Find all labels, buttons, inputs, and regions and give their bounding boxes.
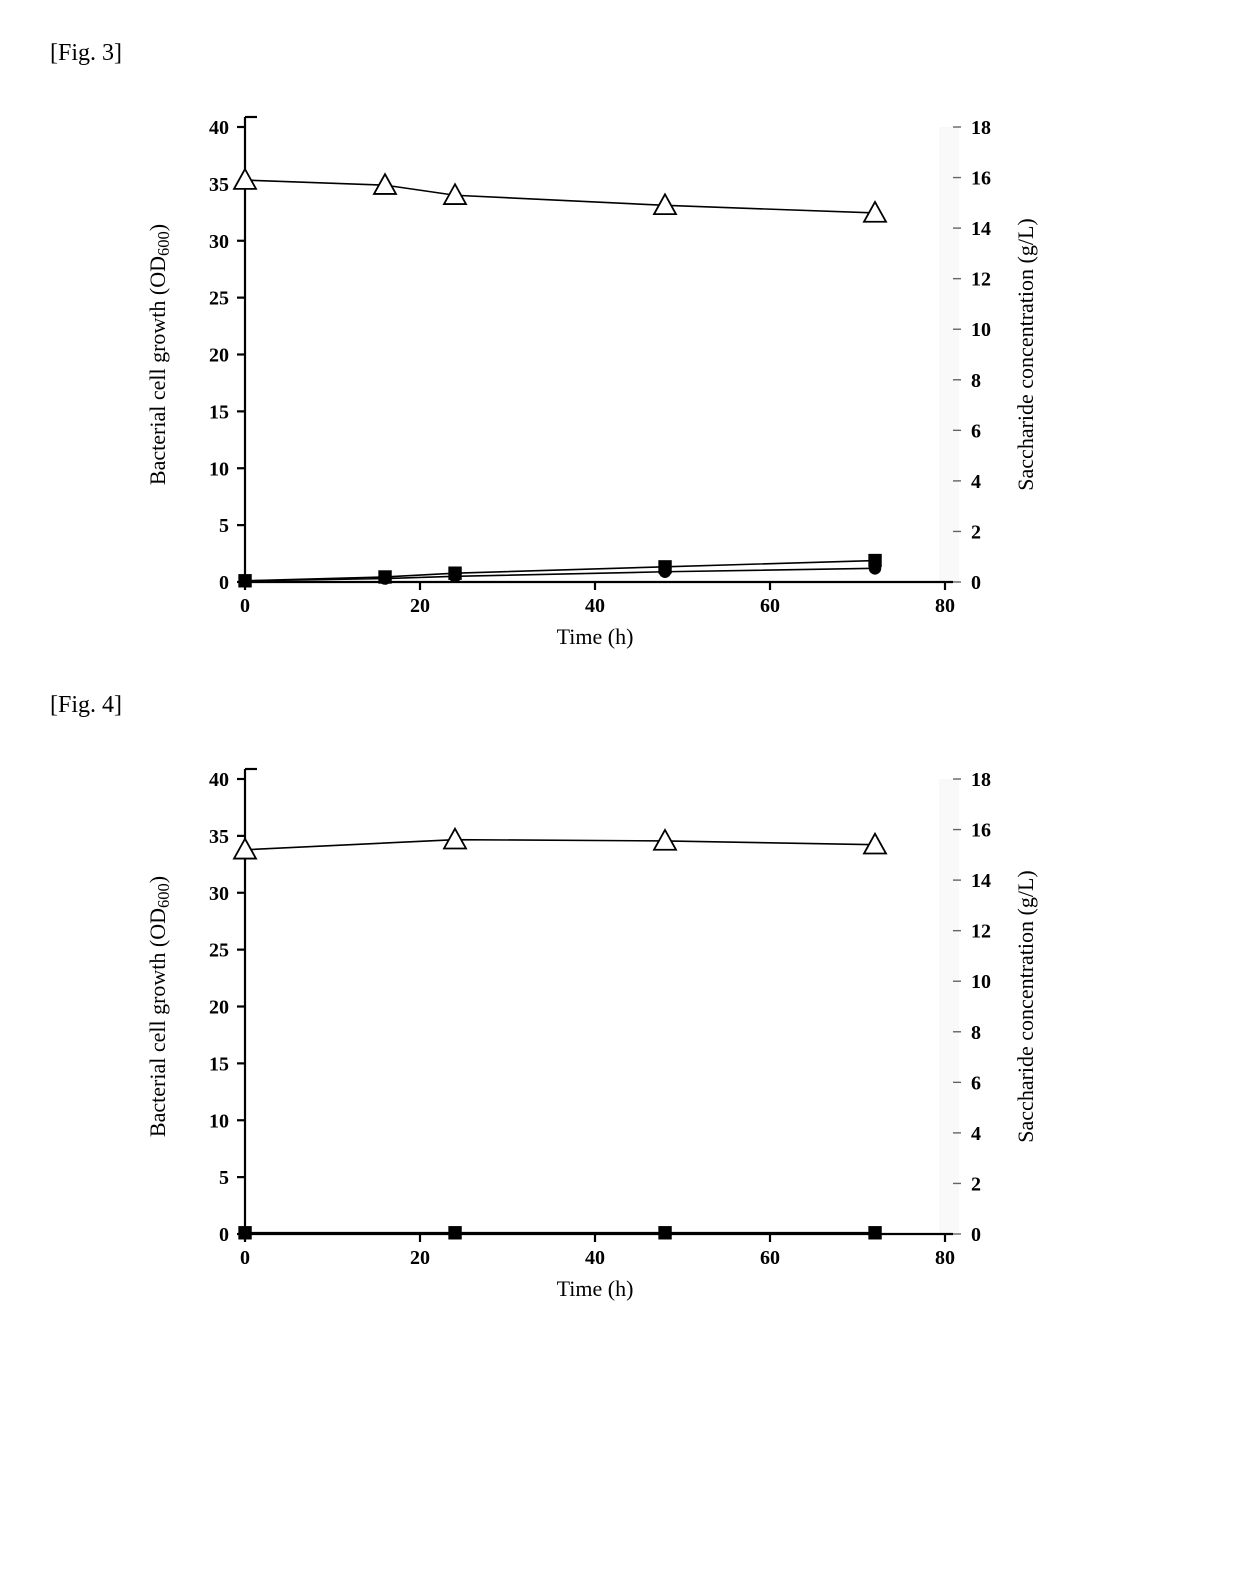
svg-text:35: 35 [209,826,229,848]
figure-4-chart: 0 20 40 60 80 0 5 10 15 20 25 30 35 40 0 2 4 6 8 10 12 14 16 18… [70,749,1170,1324]
svg-text:20: 20 [209,345,229,367]
svg-text:25: 25 [209,288,229,310]
svg-text:Saccharide concentration (g/L): Saccharide concentration (g/L) [1013,218,1038,490]
svg-text:20: 20 [209,997,229,1019]
svg-text:4: 4 [971,471,981,493]
svg-text:2: 2 [971,1173,981,1195]
figure-4-label: [Fig. 4] [50,692,1220,719]
svg-text:4: 4 [971,1123,981,1145]
svg-text:14: 14 [971,870,991,892]
svg-text:0: 0 [971,1224,981,1246]
svg-text:20: 20 [410,595,430,617]
svg-text:8: 8 [971,370,981,392]
svg-text:12: 12 [971,269,991,291]
svg-text:18: 18 [971,769,991,791]
svg-text:6: 6 [971,420,981,442]
svg-text:60: 60 [760,595,780,617]
svg-text:0: 0 [971,572,981,594]
svg-text:0: 0 [219,572,229,594]
svg-text:10: 10 [209,458,229,480]
svg-text:15: 15 [209,1053,229,1075]
svg-text:40: 40 [585,1247,605,1269]
svg-text:Bacterial cell growth (OD600): Bacterial cell growth (OD600) [145,224,173,485]
svg-text:30: 30 [209,231,229,253]
svg-text:6: 6 [971,1072,981,1094]
svg-text:5: 5 [219,1167,229,1189]
figure-3-label: [Fig. 3] [50,40,1220,67]
svg-text:16: 16 [971,168,991,190]
svg-text:20: 20 [410,1247,430,1269]
svg-text:12: 12 [971,921,991,943]
svg-text:16: 16 [971,820,991,842]
svg-text:40: 40 [209,769,229,791]
svg-text:25: 25 [209,940,229,962]
svg-text:2: 2 [971,521,981,543]
svg-text:5: 5 [219,515,229,537]
svg-text:10: 10 [971,319,991,341]
svg-text:40: 40 [585,595,605,617]
svg-text:80: 80 [935,1247,955,1269]
figure-3-svg: 0 20 40 60 80 0 5 10 15 20 25 30 35 40 0 2 4 6 8 10 12 14 16 18… [70,97,1170,667]
figure-3-chart: 0 20 40 60 80 0 5 10 15 20 25 30 35 40 0 2 4 6 8 10 12 14 16 18… [70,97,1170,672]
svg-text:10: 10 [971,971,991,993]
svg-text:Time (h): Time (h) [557,1276,634,1301]
svg-text:10: 10 [209,1110,229,1132]
svg-text:8: 8 [971,1022,981,1044]
svg-text:60: 60 [760,1247,780,1269]
svg-text:18: 18 [971,117,991,139]
svg-text:15: 15 [209,401,229,423]
svg-text:Bacterial cell growth (OD600): Bacterial cell growth (OD600) [145,876,173,1137]
svg-text:Time (h): Time (h) [557,624,634,649]
svg-text:0: 0 [240,1247,250,1269]
svg-text:Saccharide concentration (g/L): Saccharide concentration (g/L) [1013,870,1038,1142]
svg-text:40: 40 [209,117,229,139]
svg-text:80: 80 [935,595,955,617]
svg-text:35: 35 [209,174,229,196]
figure-4-svg: 0 20 40 60 80 0 5 10 15 20 25 30 35 40 0 2 4 6 8 10 12 14 16 18… [70,749,1170,1319]
svg-text:0: 0 [240,595,250,617]
svg-text:14: 14 [971,218,991,240]
svg-text:0: 0 [219,1224,229,1246]
svg-text:30: 30 [209,883,229,905]
